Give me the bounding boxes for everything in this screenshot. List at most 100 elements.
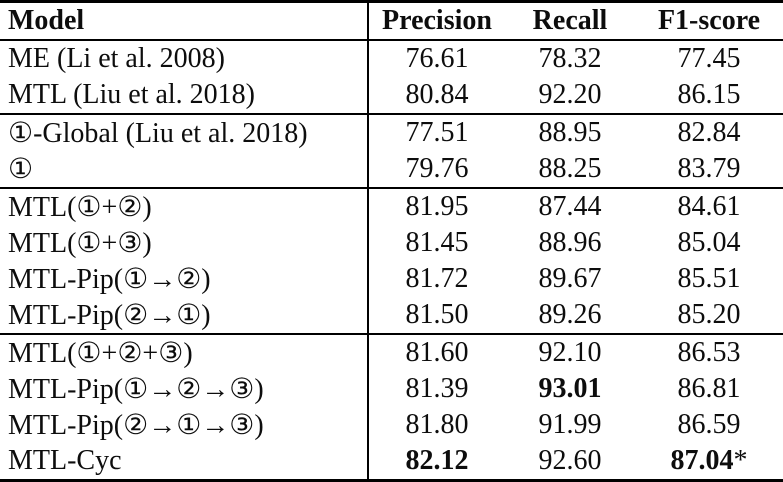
metric-value: 87.44 [538, 191, 602, 222]
table-row: MTL-Cyc 82.12 92.60 87.04* [0, 443, 783, 481]
model-cell: ① [8, 154, 34, 185]
table-row: MTL-Pip(①→②→③) 81.39 93.01 86.81 [0, 371, 783, 407]
f1-cell: 84.61 [635, 188, 783, 225]
model-cell: MTL(①+③) [8, 228, 152, 259]
metric-value: 81.95 [405, 191, 469, 222]
metric-value: 85.20 [677, 299, 741, 330]
recall-cell: 88.25 [505, 151, 635, 188]
metric-value: 85.51 [677, 263, 741, 294]
model-cell: MTL (Liu et al. 2018) [8, 79, 256, 110]
table-row: MTL(①+②) 81.95 87.44 84.61 [0, 188, 783, 225]
f1-cell: 87.04* [635, 443, 783, 481]
recall-cell: 92.20 [505, 77, 635, 114]
metric-value: 83.79 [677, 153, 741, 184]
model-cell: MTL(①+②) [8, 192, 152, 223]
table-row: MTL-Pip(②→①→③) 81.80 91.99 86.59 [0, 407, 783, 443]
metric-value: 93.01 [538, 373, 602, 404]
f1-cell: 77.45 [635, 40, 783, 77]
recall-cell: 93.01 [505, 371, 635, 407]
metric-value: 88.25 [538, 153, 602, 184]
metric-value: 86.81 [677, 373, 741, 404]
table-row: ① 79.76 88.25 83.79 [0, 151, 783, 188]
table-row: ME (Li et al. 2008) 76.61 78.32 77.45 [0, 40, 783, 77]
f1-cell: 82.84 [635, 114, 783, 151]
metric-value: 81.80 [405, 409, 469, 440]
metric-value: 88.95 [538, 117, 602, 148]
recall-cell: 88.96 [505, 225, 635, 261]
table-row: MTL (Liu et al. 2018) 80.84 92.20 86.15 [0, 77, 783, 114]
col-header-model: Model [8, 5, 85, 36]
model-cell: ME (Li et al. 2008) [8, 43, 225, 74]
model-cell: MTL(①+②+③) [8, 338, 193, 369]
metric-value: 82.84 [677, 117, 741, 148]
precision-cell: 81.72 [366, 261, 506, 297]
precision-cell: 81.60 [366, 334, 506, 371]
table-row: MTL-Pip(②→①) 81.50 89.26 85.20 [0, 297, 783, 334]
metric-value: 77.51 [405, 117, 469, 148]
model-cell: MTL-Pip(②→①→③) [8, 410, 264, 441]
col-header-f1-score: F1-score [657, 5, 761, 36]
metric-value: 89.67 [538, 263, 602, 294]
recall-cell: 91.99 [505, 407, 635, 443]
recall-cell: 89.26 [505, 297, 635, 334]
metric-value: 81.50 [405, 299, 469, 330]
precision-cell: 81.95 [366, 188, 506, 225]
metric-value: 92.20 [538, 79, 602, 110]
metric-value: 91.99 [538, 409, 602, 440]
table-row: ①-Global (Liu et al. 2018) 77.51 88.95 82.8… [0, 114, 783, 151]
precision-cell: 79.76 [366, 151, 506, 188]
metric-value: 92.10 [538, 337, 602, 368]
table-row: MTL(①+②+③) 81.60 92.10 86.53 [0, 334, 783, 371]
precision-cell: 81.45 [366, 225, 506, 261]
model-cell: MTL-Pip(①→②) [8, 264, 211, 295]
table-body: ME (Li et al. 2008) 76.61 78.32 77.45 MTL (L… [0, 40, 783, 481]
model-cell: MTL-Pip(①→②→③) [8, 374, 264, 405]
recall-cell: 92.10 [505, 334, 635, 371]
metric-value: 78.32 [538, 43, 602, 74]
col-header-recall: Recall [532, 5, 608, 36]
metric-value: 87.04 [670, 445, 734, 476]
metric-value: 79.76 [405, 153, 469, 184]
model-cell: MTL-Pip(②→①) [8, 300, 211, 331]
metric-value: 81.45 [405, 227, 469, 258]
precision-cell: 82.12 [366, 443, 506, 481]
f1-cell: 85.51 [635, 261, 783, 297]
model-cell: ①-Global (Liu et al. 2018) [8, 118, 308, 149]
metric-value: 81.39 [405, 373, 469, 404]
f1-cell: 83.79 [635, 151, 783, 188]
precision-cell: 76.61 [366, 40, 506, 77]
metric-value: 86.59 [677, 409, 741, 440]
f1-cell: 85.04 [635, 225, 783, 261]
table-header: Model Precision Recall F1-score [0, 1, 783, 40]
f1-cell: 86.15 [635, 77, 783, 114]
model-cell: MTL-Cyc [8, 445, 122, 476]
f1-cell: 86.59 [635, 407, 783, 443]
header-row: Model Precision Recall F1-score [0, 1, 783, 40]
metric-value: 76.61 [405, 43, 469, 74]
col-header-precision: Precision [366, 1, 506, 40]
metric-value: 82.12 [405, 445, 469, 476]
metric-value: 80.84 [405, 79, 469, 110]
metric-value: 92.60 [538, 445, 602, 476]
metric-value: 86.53 [677, 337, 741, 368]
metric-value: 86.15 [677, 79, 741, 110]
precision-cell: 81.39 [366, 371, 506, 407]
table-row: MTL-Pip(①→②) 81.72 89.67 85.51 [0, 261, 783, 297]
significance-asterisk: * [733, 445, 748, 476]
precision-cell: 81.80 [366, 407, 506, 443]
metric-value: 85.04 [677, 227, 741, 258]
precision-cell: 77.51 [366, 114, 506, 151]
f1-cell: 86.53 [635, 334, 783, 371]
metric-value: 77.45 [677, 43, 741, 74]
metric-value: 89.26 [538, 299, 602, 330]
recall-cell: 89.67 [505, 261, 635, 297]
recall-cell: 88.95 [505, 114, 635, 151]
precision-cell: 80.84 [366, 77, 506, 114]
metric-value: 84.61 [677, 191, 741, 222]
metric-value: 81.72 [405, 263, 469, 294]
metric-value: 88.96 [538, 227, 602, 258]
recall-cell: 92.60 [505, 443, 635, 481]
recall-cell: 78.32 [505, 40, 635, 77]
table-row: MTL(①+③) 81.45 88.96 85.04 [0, 225, 783, 261]
